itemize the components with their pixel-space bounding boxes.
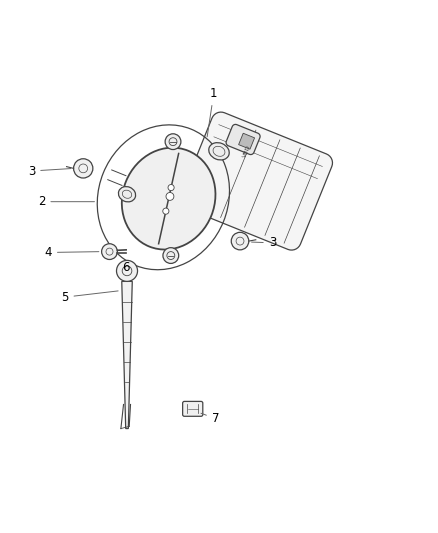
Ellipse shape — [118, 187, 136, 202]
Polygon shape — [239, 133, 254, 149]
Circle shape — [165, 134, 181, 150]
Circle shape — [168, 184, 174, 191]
Text: 4: 4 — [44, 246, 99, 259]
Text: 2: 2 — [38, 195, 95, 208]
Polygon shape — [122, 281, 132, 429]
Circle shape — [231, 232, 249, 250]
Polygon shape — [180, 112, 332, 250]
Text: 3: 3 — [28, 165, 71, 177]
Circle shape — [163, 248, 179, 263]
Text: 3: 3 — [251, 236, 276, 249]
Text: 7: 7 — [201, 412, 219, 425]
Circle shape — [117, 260, 138, 281]
Ellipse shape — [122, 148, 215, 249]
Text: 1: 1 — [207, 87, 218, 137]
Text: VBD: VBD — [242, 144, 252, 158]
Circle shape — [74, 159, 93, 178]
FancyBboxPatch shape — [183, 401, 203, 416]
Text: 5: 5 — [61, 290, 118, 304]
Ellipse shape — [209, 143, 229, 160]
Circle shape — [163, 208, 169, 214]
Circle shape — [166, 192, 174, 200]
Polygon shape — [226, 124, 260, 155]
Text: 6: 6 — [122, 261, 130, 274]
Circle shape — [102, 244, 117, 260]
